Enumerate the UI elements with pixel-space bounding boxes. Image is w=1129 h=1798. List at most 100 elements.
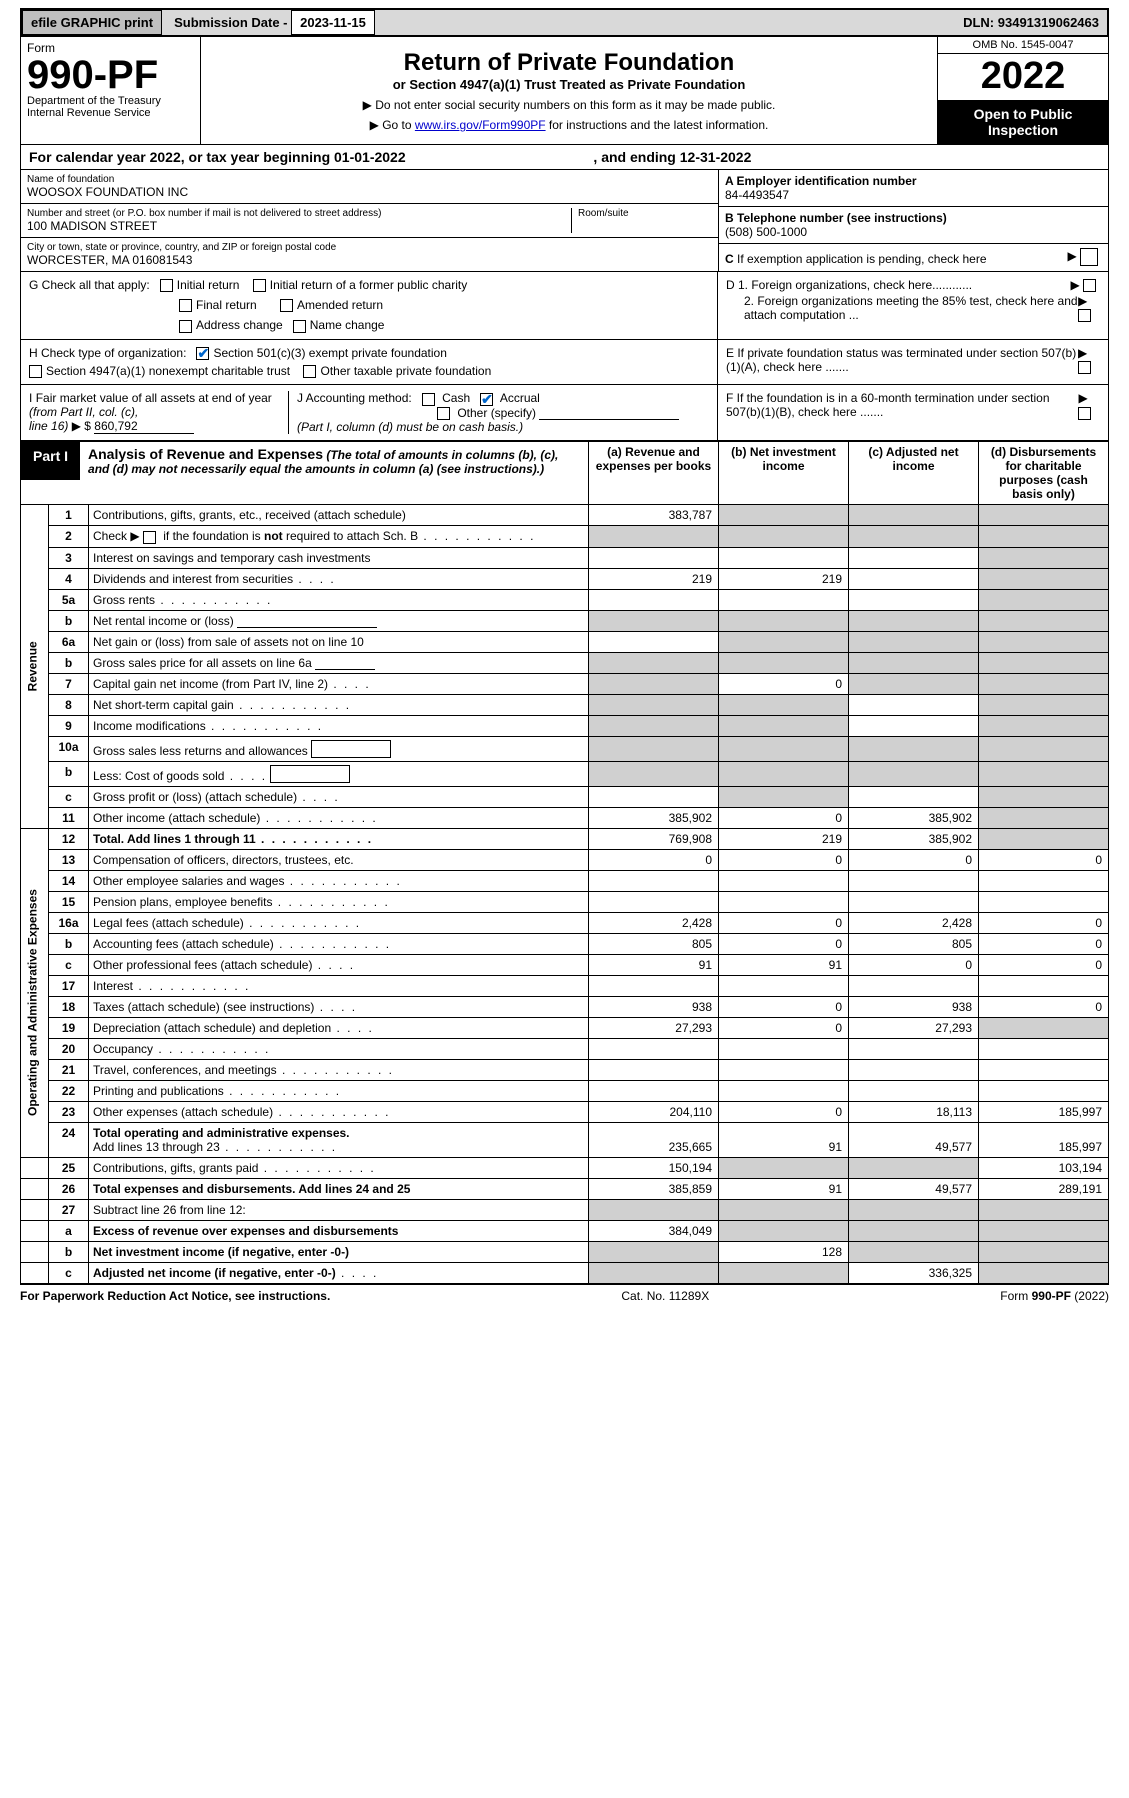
d1-checkbox[interactable] (1083, 279, 1096, 292)
row-2: 2Check ▶ if the foundation is not requir… (21, 526, 1109, 547)
row-16a: 16aLegal fees (attach schedule)2,42802,4… (21, 912, 1109, 933)
row-23: 23Other expenses (attach schedule)204,11… (21, 1101, 1109, 1122)
g-address: Address change (196, 318, 283, 332)
row-27b: bNet investment income (if negative, ent… (21, 1241, 1109, 1262)
phone-label: B Telephone number (see instructions) (725, 211, 947, 225)
footer-left: For Paperwork Reduction Act Notice, see … (20, 1289, 330, 1303)
form-number: 990-PF (27, 55, 194, 95)
g-final: Final return (196, 298, 257, 312)
row-15: 15Pension plans, employee benefits (21, 891, 1109, 912)
foundation-name: WOOSOX FOUNDATION INC (27, 185, 712, 199)
col-d-header: (d) Disbursements for charitable purpose… (979, 442, 1109, 505)
h-other-cb[interactable] (303, 365, 316, 378)
row-22: 22Printing and publications (21, 1080, 1109, 1101)
topbar: efile GRAPHIC print Submission Date - 20… (20, 8, 1109, 37)
street-address: 100 MADISON STREET (27, 219, 565, 233)
d2-label: 2. Foreign organizations meeting the 85%… (726, 294, 1078, 322)
row-6a: 6aNet gain or (loss) from sale of assets… (21, 631, 1109, 652)
address-label: Number and street (or P.O. box number if… (27, 208, 565, 219)
g-final-cb[interactable] (179, 299, 192, 312)
dln: DLN: 93491319062463 (955, 11, 1107, 34)
row-6b: bGross sales price for all assets on lin… (21, 652, 1109, 673)
section-h-e: H Check type of organization: Section 50… (20, 340, 1109, 386)
d1-label: D 1. Foreign organizations, check here..… (726, 278, 972, 292)
g-initial-former: Initial return of a former public charit… (270, 278, 467, 292)
row-10b: bLess: Cost of goods sold (21, 761, 1109, 786)
row-13: Operating and Administrative Expenses 13… (21, 849, 1109, 870)
row-5a: 5aGross rents (21, 589, 1109, 610)
section-g-d: G Check all that apply: Initial return I… (20, 272, 1109, 340)
side-revenue: Revenue (21, 505, 49, 828)
row-27c: cAdjusted net income (if negative, enter… (21, 1262, 1109, 1283)
j-cash-cb[interactable] (422, 393, 435, 406)
phone-value: (508) 500-1000 (725, 225, 807, 239)
j-cash: Cash (442, 391, 470, 405)
tax-year: 2022 (938, 54, 1108, 100)
side-expenses: Operating and Administrative Expenses (21, 849, 49, 1157)
col-b-header: (b) Net investment income (719, 442, 849, 505)
form-title: Return of Private Foundation (207, 49, 931, 77)
c-checkbox[interactable] (1080, 248, 1098, 266)
row-27a: aExcess of revenue over expenses and dis… (21, 1220, 1109, 1241)
g-name-cb[interactable] (293, 320, 306, 333)
room-label: Room/suite (578, 208, 712, 219)
row-1: Revenue 1Contributions, gifts, grants, e… (21, 505, 1109, 526)
j-other-cb[interactable] (437, 407, 450, 420)
h-4947: Section 4947(a)(1) nonexempt charitable … (46, 364, 290, 378)
c-pending-label: C If exemption application is pending, c… (725, 252, 987, 266)
row-4: 4Dividends and interest from securities2… (21, 568, 1109, 589)
schb-checkbox[interactable] (143, 531, 156, 544)
i-value: 860,792 (94, 419, 194, 434)
name-label: Name of foundation (27, 174, 712, 185)
h-other: Other taxable private foundation (320, 364, 491, 378)
g-initial-former-cb[interactable] (253, 279, 266, 292)
j-accrual: Accrual (500, 391, 540, 405)
row-14: 14Other employee salaries and wages (21, 870, 1109, 891)
row-26: 26Total expenses and disbursements. Add … (21, 1178, 1109, 1199)
row-18: 18Taxes (attach schedule) (see instructi… (21, 996, 1109, 1017)
part1-label: Part I (21, 442, 80, 480)
g-address-cb[interactable] (179, 320, 192, 333)
j-accrual-cb[interactable] (480, 393, 493, 406)
row-25: 25Contributions, gifts, grants paid150,1… (21, 1157, 1109, 1178)
g-label: G Check all that apply: (29, 278, 150, 292)
row-10a: 10aGross sales less returns and allowanc… (21, 736, 1109, 761)
row-17: 17Interest (21, 975, 1109, 996)
row-12: 12Total. Add lines 1 through 11769,90821… (21, 828, 1109, 849)
row-7: 7Capital gain net income (from Part IV, … (21, 673, 1109, 694)
note-ssn: ▶ Do not enter social security numbers o… (207, 98, 931, 112)
g-amended-cb[interactable] (280, 299, 293, 312)
g-amended: Amended return (297, 298, 383, 312)
row-16c: cOther professional fees (attach schedul… (21, 954, 1109, 975)
row-11: 11Other income (attach schedule)385,9020… (21, 807, 1109, 828)
page-footer: For Paperwork Reduction Act Notice, see … (20, 1284, 1109, 1307)
part1-table: Part I Analysis of Revenue and Expenses … (20, 441, 1109, 1283)
h-501c3-cb[interactable] (196, 347, 209, 360)
col-a-header: (a) Revenue and expenses per books (589, 442, 719, 505)
calendar-year-row: For calendar year 2022, or tax year begi… (20, 145, 1109, 170)
e-checkbox[interactable] (1078, 361, 1091, 374)
row-5b: bNet rental income or (loss) (21, 610, 1109, 631)
h-501c3: Section 501(c)(3) exempt private foundat… (213, 346, 446, 360)
f-checkbox[interactable] (1078, 407, 1091, 420)
h-4947-cb[interactable] (29, 365, 42, 378)
row-20: 20Occupancy (21, 1038, 1109, 1059)
open-to-public: Open to Public Inspection (938, 100, 1108, 144)
j-label: J Accounting method: (297, 391, 412, 405)
g-initial-return-cb[interactable] (160, 279, 173, 292)
efile-print-button[interactable]: efile GRAPHIC print (22, 10, 162, 35)
form-header: Form 990-PF Department of the Treasury I… (20, 37, 1109, 145)
row-27: 27Subtract line 26 from line 12: (21, 1199, 1109, 1220)
col-c-header: (c) Adjusted net income (849, 442, 979, 505)
row-21: 21Travel, conferences, and meetings (21, 1059, 1109, 1080)
city-value: WORCESTER, MA 016081543 (27, 253, 712, 267)
submission-date-label: Submission Date - 2023-11-15 (166, 11, 383, 34)
section-i-j-f: I Fair market value of all assets at end… (20, 385, 1109, 441)
irs-link[interactable]: www.irs.gov/Form990PF (415, 118, 546, 132)
irs: Internal Revenue Service (27, 107, 194, 119)
d2-checkbox[interactable] (1078, 309, 1091, 322)
dept-treasury: Department of the Treasury (27, 95, 194, 107)
row-10c: cGross profit or (loss) (attach schedule… (21, 786, 1109, 807)
omb-number: OMB No. 1545-0047 (938, 37, 1108, 54)
ein-value: 84-4493547 (725, 188, 789, 202)
